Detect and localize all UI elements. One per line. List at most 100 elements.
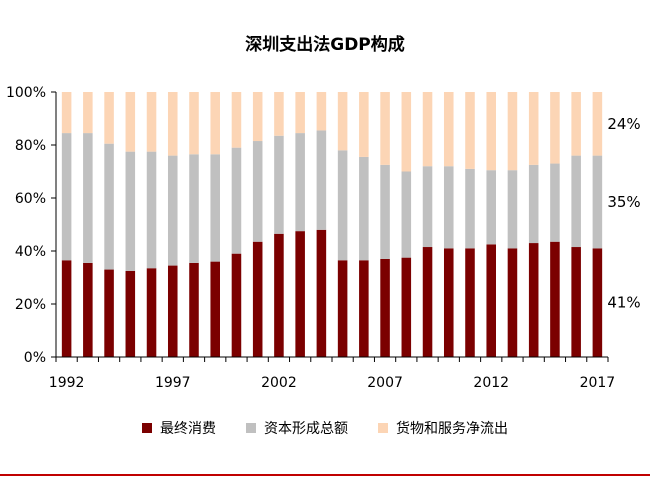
- bar-2004-series-1: [316, 130, 327, 230]
- bar-1992-series-1: [61, 133, 72, 261]
- bottom-rule: [0, 474, 650, 476]
- bar-2010-series-1: [443, 166, 454, 249]
- bar-2002-series-1: [274, 135, 284, 234]
- bar-1997-series-0: [167, 265, 178, 357]
- bar-2015-series-2: [550, 92, 560, 164]
- bar-2016-series-2: [571, 92, 581, 156]
- bar-2001-series-1: [252, 141, 263, 242]
- bar-2009-series-0: [422, 247, 433, 357]
- y-tick-label-0: 0%: [24, 350, 46, 366]
- chart-title: 深圳支出法GDP构成: [245, 35, 405, 55]
- legend-label-capital-formation: 资本形成总额: [264, 421, 348, 437]
- x-tick-label-2017: 2017: [580, 375, 616, 391]
- bar-2006-series-1: [359, 156, 369, 261]
- bar-1995-series-0: [125, 270, 136, 358]
- y-tick-label-2: 40%: [15, 244, 46, 260]
- bar-2014-series-1: [528, 164, 539, 244]
- bar-1995-series-2: [125, 92, 136, 152]
- bar-2016-series-1: [571, 155, 581, 248]
- y-tick-label-4: 80%: [15, 138, 46, 154]
- x-tick-label-2007: 2007: [367, 375, 403, 391]
- x-tick-label-1997: 1997: [155, 375, 191, 391]
- bar-2013-series-0: [507, 248, 518, 357]
- bar-2004-series-0: [316, 229, 327, 357]
- bar-2012-series-0: [486, 244, 496, 358]
- bar-2003-series-1: [295, 133, 305, 232]
- bar-2016-series-0: [571, 247, 581, 357]
- bar-1993-series-1: [83, 133, 93, 263]
- bar-2015-series-0: [550, 241, 560, 357]
- bar-2017-series-2: [592, 92, 603, 156]
- x-tick-label-2002: 2002: [261, 375, 297, 391]
- bar-1994-series-2: [104, 92, 114, 144]
- bar-1998-series-2: [189, 92, 199, 155]
- bar-2008-series-2: [401, 92, 412, 172]
- bar-1999-series-0: [210, 261, 220, 357]
- bar-2007-series-2: [380, 92, 390, 165]
- legend-swatch-final-consumption: [142, 423, 152, 433]
- bar-2008-series-1: [401, 171, 412, 258]
- bar-2014-series-0: [528, 243, 539, 357]
- bar-2009-series-2: [422, 92, 433, 167]
- bar-2017-series-0: [592, 248, 603, 357]
- bar-2001-series-2: [252, 92, 263, 142]
- chart-legend: 最终消费 资本形成总额 货物和服务净流出: [0, 418, 650, 438]
- bar-2007-series-0: [380, 258, 390, 357]
- bar-1992-series-0: [61, 260, 72, 357]
- bar-1993-series-0: [83, 262, 93, 357]
- legend-swatch-net-exports: [378, 423, 388, 433]
- x-tick-label-1992: 1992: [49, 375, 85, 391]
- bar-2011-series-2: [465, 92, 475, 169]
- bar-2010-series-0: [443, 248, 454, 357]
- bar-1993-series-2: [83, 92, 93, 134]
- y-tick-label-5: 100%: [6, 85, 46, 101]
- bar-2000-series-2: [231, 92, 242, 148]
- bar-1999-series-1: [210, 154, 220, 262]
- bar-2017-series-1: [592, 155, 603, 249]
- y-tick-label-1: 20%: [15, 297, 46, 313]
- bar-2004-series-2: [316, 92, 327, 131]
- bar-2001-series-0: [252, 241, 263, 357]
- bar-2000-series-1: [231, 147, 242, 254]
- bar-2009-series-1: [422, 166, 433, 248]
- bar-2003-series-2: [295, 92, 305, 134]
- bar-2010-series-2: [443, 92, 454, 167]
- bar-2013-series-1: [507, 170, 518, 249]
- bar-2008-series-0: [401, 257, 412, 358]
- bar-2006-series-2: [359, 92, 369, 157]
- bar-1997-series-1: [167, 155, 178, 266]
- x-tick-label-2012: 2012: [473, 375, 509, 391]
- bar-1994-series-0: [104, 269, 114, 357]
- bar-1998-series-1: [189, 154, 199, 263]
- bar-2012-series-2: [486, 92, 496, 171]
- legend-label-final-consumption: 最终消费: [160, 421, 216, 437]
- bar-2012-series-1: [486, 170, 496, 245]
- bar-2000-series-0: [231, 253, 242, 357]
- bar-1995-series-1: [125, 151, 136, 271]
- bar-1998-series-0: [189, 262, 199, 357]
- bar-1996-series-1: [146, 151, 157, 269]
- bar-2002-series-2: [274, 92, 284, 136]
- bar-2005-series-0: [337, 260, 348, 357]
- bar-2002-series-0: [274, 233, 284, 357]
- bar-2014-series-2: [528, 92, 539, 165]
- y-tick-label-3: 60%: [15, 191, 46, 207]
- end-label-series-0: 41%: [607, 294, 640, 312]
- legend-item-net-exports: 货物和服务净流出: [378, 418, 508, 438]
- bar-1996-series-0: [146, 268, 157, 357]
- bar-2011-series-1: [465, 168, 475, 249]
- bar-2006-series-0: [359, 260, 369, 357]
- legend-label-net-exports: 货物和服务净流出: [396, 421, 508, 437]
- end-label-series-2: 24%: [607, 115, 640, 133]
- legend-swatch-capital-formation: [246, 423, 256, 433]
- legend-item-final-consumption: 最终消费: [142, 418, 216, 438]
- bar-2013-series-2: [507, 92, 518, 171]
- bar-1996-series-2: [146, 92, 157, 152]
- end-label-series-1: 35%: [607, 193, 640, 211]
- bar-2015-series-1: [550, 163, 560, 242]
- legend-item-capital-formation: 资本形成总额: [246, 418, 348, 438]
- bar-1994-series-1: [104, 143, 114, 270]
- bar-2007-series-1: [380, 164, 390, 259]
- bar-2003-series-0: [295, 231, 305, 358]
